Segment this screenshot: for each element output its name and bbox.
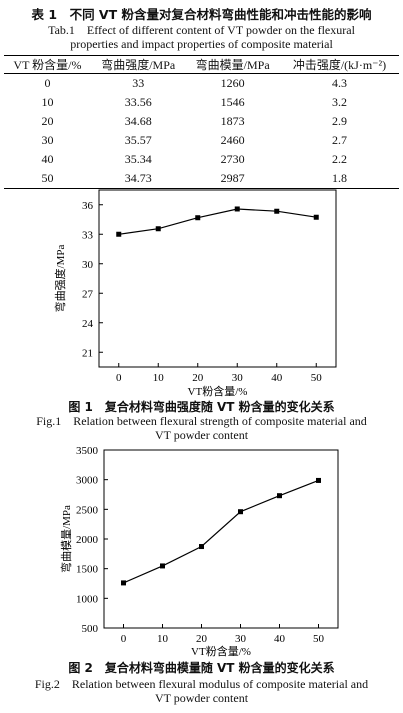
data-point: [116, 231, 122, 237]
table-row: 30 35.57 2460 2.7: [4, 131, 399, 150]
table-caption-en: Tab.1 Effect of different content of VT …: [0, 23, 403, 51]
y-tick-label: 500: [82, 623, 99, 635]
y-axis-label: 弯曲强度/MPa: [53, 244, 67, 312]
table-cell: 33: [132, 76, 145, 90]
figure1-caption-en: Fig.1 Relation between flexural strength…: [0, 414, 403, 442]
x-tick-label: 20: [192, 372, 204, 384]
figure2-caption-cn: 图 2 复合材料弯曲模量随 VT 粉含量的变化关系: [68, 661, 335, 675]
table-row: 20 34.68 1873 2.9: [4, 112, 399, 131]
y-tick-label: 21: [82, 347, 93, 359]
y-tick-label: 24: [82, 318, 94, 330]
y-tick-label: 1000: [76, 593, 99, 605]
table-cell: 33.56: [124, 95, 152, 109]
table-row: 0 33 1260 4.3: [4, 74, 399, 94]
series-line: [118, 208, 317, 235]
y-tick-label: 1500: [76, 564, 99, 576]
data-point: [121, 580, 126, 586]
y-tick-label: 3500: [76, 445, 99, 457]
data-point: [234, 206, 240, 212]
x-tick-label: 40: [274, 633, 286, 645]
table-caption-en-line1: Tab.1 Effect of different content of VT …: [48, 23, 355, 37]
table-caption-cn: 表 1 不同 VT 粉含量对复合材料弯曲性能和冲击性能的影响: [31, 7, 372, 22]
y-tick-label: 36: [82, 200, 94, 212]
figure1-caption-en-line1: Fig.1 Relation between flexural strength…: [36, 414, 367, 428]
table-cell: 0: [44, 76, 51, 90]
table-header: 冲击强度/(kJ·m⁻²): [279, 55, 399, 74]
flexural-modulus-chart: 500 1000 1500 2000 2500 3000 3500 0 10 20 30 40 50 VT…: [59, 445, 339, 658]
table-cell: 35.34: [124, 152, 152, 166]
y-tick-label: 2500: [76, 504, 99, 516]
table-cell: 34.68: [124, 114, 152, 128]
plot-frame: [98, 189, 337, 368]
y-axis-label: 弯曲模量/MPa: [59, 505, 73, 573]
table-cell: 3.2: [331, 95, 347, 109]
x-tick-label: 40: [271, 372, 283, 384]
figure1-caption-cn: 图 1 复合材料弯曲强度随 VT 粉含量的变化关系: [68, 400, 335, 414]
data-point: [316, 477, 321, 483]
x-tick-label: 0: [116, 372, 122, 384]
table-cell: 2.9: [331, 114, 347, 128]
table-cell: 2460: [220, 133, 245, 147]
table-cell: 10: [41, 95, 54, 109]
table-cell: 2987: [185, 169, 280, 189]
table-row: 40 35.34 2730 2.2: [4, 150, 399, 169]
data-table: VT 粉含量/% 弯曲强度/MPa 弯曲模量/MPa 冲击强度/(kJ·m⁻²)…: [4, 55, 399, 189]
y-tick-label: 3000: [76, 475, 99, 487]
figure2-caption-en-line1: Fig.2 Relation between flexural modulus …: [34, 677, 369, 691]
x-tick-label: 50: [311, 372, 323, 384]
table-cell: 50: [4, 169, 91, 189]
x-tick-label: 10: [153, 372, 165, 384]
table-cell: 1260: [220, 76, 245, 90]
table-header: 弯曲模量/MPa: [185, 55, 280, 74]
data-point: [195, 215, 201, 221]
figure2-caption-en-line2: VT powder content: [154, 691, 249, 705]
figure2-caption-en: Fig.2 Relation between flexural modulus …: [0, 677, 403, 705]
table-header-row: VT 粉含量/% 弯曲强度/MPa 弯曲模量/MPa 冲击强度/(kJ·m⁻²): [4, 55, 399, 74]
table-cell: 34.73: [90, 169, 186, 189]
table-header: VT 粉含量/%: [4, 55, 91, 74]
table-cell: 1546: [220, 95, 245, 109]
table-caption-en-line2: properties and impact properties of comp…: [70, 37, 333, 51]
table-cell: 40: [41, 152, 54, 166]
table-cell: 35.57: [124, 133, 152, 147]
x-tick-label: 0: [121, 633, 127, 645]
y-tick-label: 2000: [76, 534, 99, 546]
flexural-strength-chart: 21 24 27 30 33 36 0 10 20 30 40 50 VT粉含量/% 弯曲强度/MPa: [53, 189, 337, 398]
data-point: [277, 493, 282, 499]
data-point: [160, 563, 165, 569]
table-row: 50 34.73 2987 1.8: [4, 169, 399, 189]
data-point: [238, 509, 243, 515]
y-tick-label: 30: [82, 259, 94, 271]
x-axis-label: VT粉含量/%: [191, 644, 251, 658]
y-tick-label: 33: [82, 229, 94, 241]
table-cell: 1873: [220, 114, 245, 128]
x-tick-label: 30: [235, 633, 247, 645]
x-tick-label: 30: [232, 372, 244, 384]
table-row: 10 33.56 1546 3.2: [4, 93, 399, 112]
table-cell: 4.3: [331, 76, 347, 90]
table-cell: 1.8: [279, 169, 399, 189]
table-cell: 2.2: [331, 152, 347, 166]
x-tick-label: 10: [157, 633, 169, 645]
table-cell: 2730: [220, 152, 245, 166]
x-axis-label: VT粉含量/%: [188, 384, 248, 398]
series-line: [123, 479, 319, 584]
data-point: [155, 226, 161, 232]
table-cell: 20: [41, 114, 54, 128]
data-point: [313, 214, 319, 220]
y-tick-label: 27: [82, 288, 94, 300]
x-tick-label: 20: [196, 633, 208, 645]
table-header: 弯曲强度/MPa: [90, 55, 186, 74]
figure1-caption-en-line2: VT powder content: [154, 428, 249, 442]
x-tick-label: 50: [313, 633, 325, 645]
plot-frame: [103, 449, 339, 629]
data-point: [199, 544, 204, 550]
table-cell: 2.7: [331, 133, 347, 147]
table-cell: 30: [41, 133, 54, 147]
data-point: [274, 208, 280, 214]
